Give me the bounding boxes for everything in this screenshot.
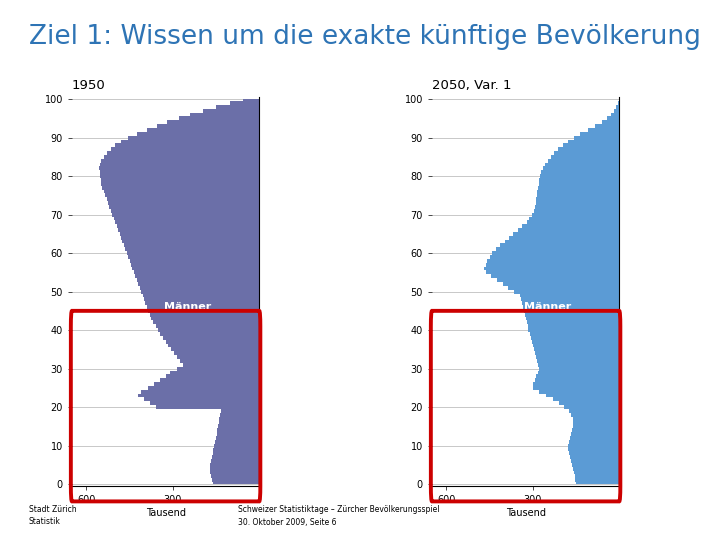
Text: Männer: Männer <box>163 302 211 312</box>
X-axis label: Tausend: Tausend <box>505 508 546 518</box>
X-axis label: Tausend: Tausend <box>145 508 186 518</box>
Text: Männer: Männer <box>523 302 571 312</box>
Text: Schweizer Statistiktage – Zürcher Bevölkerungsspiel
30. Oktober 2009, Seite 6: Schweizer Statistiktage – Zürcher Bevölk… <box>238 505 439 526</box>
Text: Ziel 1: Wissen um die exakte künftige Bevölkerung: Ziel 1: Wissen um die exakte künftige Be… <box>29 24 701 50</box>
Text: Stadt Zürich
Statistik: Stadt Zürich Statistik <box>29 505 76 526</box>
Text: 1950: 1950 <box>72 79 106 92</box>
Text: 2050, Var. 1: 2050, Var. 1 <box>432 79 511 92</box>
